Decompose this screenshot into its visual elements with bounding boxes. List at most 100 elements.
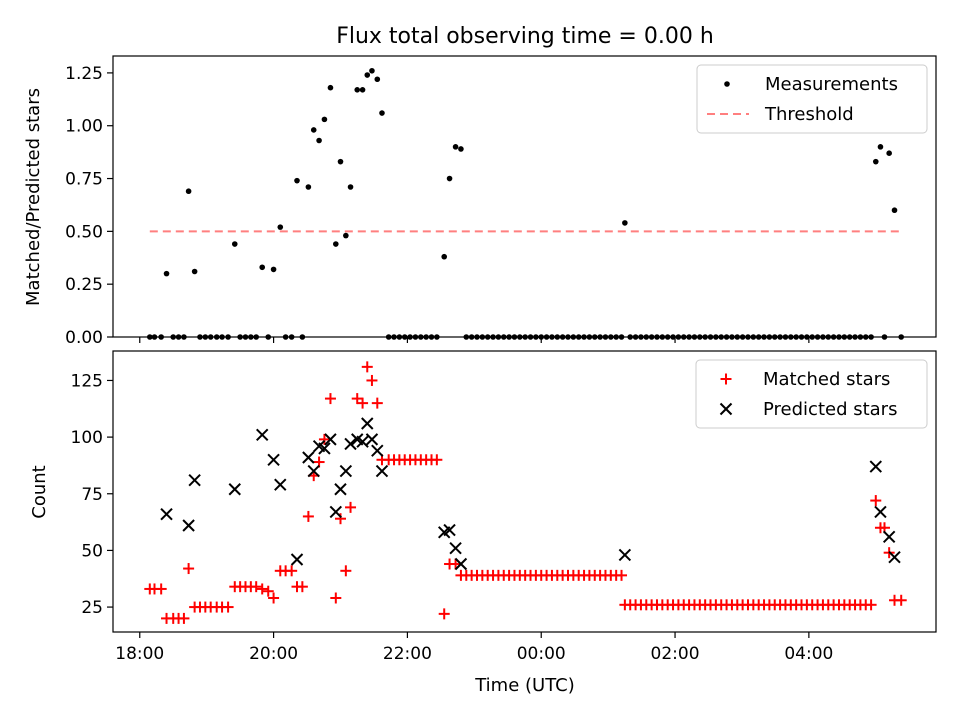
ratio-y-tick-label: 0.00: [65, 328, 103, 348]
measurement-point: [877, 144, 884, 150]
legend-predicted-cross: [719, 402, 733, 416]
measurement-point: [343, 232, 349, 239]
predicted-star-point: [228, 483, 241, 496]
predicted-star-point: [361, 417, 374, 430]
legend-matched-label: Matched stars: [763, 369, 890, 390]
predicted-star-point: [443, 523, 456, 537]
ratio-y-axis: 0.00 0.25 0.50 0.75 1.00 1.25: [65, 64, 113, 348]
matched-star-point: [178, 612, 190, 624]
measurement-point: [310, 127, 317, 133]
matched-star-point: [330, 592, 342, 604]
matched-star-point: [450, 558, 462, 570]
ratio-y-tick-label: 1.25: [65, 64, 103, 84]
measurement-point: [354, 87, 361, 93]
matched-star-point: [155, 583, 167, 595]
measurement-point: [458, 146, 464, 152]
measurement-point: [231, 241, 238, 247]
count-x-tick-label: 20:00: [249, 644, 298, 664]
measurement-point: [185, 188, 192, 195]
predicted-star-point: [182, 519, 195, 532]
measurement-point: [452, 144, 459, 150]
matched-star-point: [371, 397, 383, 409]
ratio-legend-box: [696, 64, 928, 134]
measurement-point: [277, 224, 284, 230]
legend-predicted-label: Predicted stars: [763, 399, 897, 420]
count-plot-frame: [112, 350, 937, 633]
measurement-point: [891, 207, 898, 214]
matched-star-points: [144, 361, 907, 624]
legend-measurements-label: Measurements: [765, 74, 898, 95]
predicted-star-point: [267, 453, 280, 466]
matched-star-point: [438, 608, 450, 620]
matched-star-point: [324, 393, 336, 405]
measurement-point: [191, 268, 198, 275]
predicted-star-point: [324, 433, 337, 446]
measurement-point: [347, 184, 354, 190]
matched-star-point: [334, 513, 346, 525]
matched-star-point: [345, 501, 357, 513]
ratio-y-tick-label: 0.75: [65, 170, 103, 190]
measurement-point: [886, 150, 892, 156]
ratio-y-tick-label: 0.25: [65, 275, 103, 295]
matched-star-point: [222, 601, 234, 613]
measurement-point: [337, 158, 344, 165]
matched-star-point: [357, 397, 369, 409]
ratio-y-axis-label: Matched/Predicted stars: [23, 88, 44, 306]
legend-matched-plus: [720, 373, 732, 385]
ratio-legend: Measurements Threshold: [696, 64, 928, 134]
measurement-point: [369, 67, 375, 74]
measurement-point: [316, 137, 322, 144]
predicted-star-point: [160, 507, 173, 521]
legend-threshold-label: Threshold: [764, 104, 854, 125]
matched-star-point: [183, 563, 195, 575]
measurement-point: [321, 116, 328, 123]
count-x-axis: 18:00 20:00 22:00 00:00 02:00 04:00: [115, 632, 833, 664]
predicted-star-point: [618, 548, 632, 562]
predicted-star-points: [160, 417, 901, 571]
matched-star-point: [340, 565, 352, 577]
measurement-point: [622, 220, 628, 226]
count-legend: Matched stars Predicted stars: [695, 359, 928, 429]
measurement-point: [872, 158, 879, 165]
matched-star-point: [431, 454, 443, 466]
predicted-star-point: [356, 435, 369, 448]
count-y-axis-label: Count: [29, 465, 50, 518]
predicted-star-point: [375, 464, 389, 478]
measurement-point: [327, 84, 334, 91]
count-y-tick-label: 75: [81, 485, 103, 505]
count-x-axis-label: Time (UTC): [474, 675, 575, 696]
measurement-point: [374, 76, 381, 83]
count-panel: 25 50 75 100 125 18:00 20:00 22:00 00:00 02:00 04…: [29, 350, 937, 696]
count-y-axis: 25 50 75 100 125: [71, 371, 113, 618]
count-x-tick-label: 22:00: [383, 644, 432, 664]
measurement-point: [163, 270, 170, 277]
matched-star-point: [361, 361, 373, 373]
predicted-star-point: [318, 442, 331, 455]
matched-star-point: [250, 581, 262, 593]
count-x-tick-label: 02:00: [651, 644, 700, 664]
predicted-star-point: [874, 505, 887, 519]
measurement-point: [379, 110, 385, 116]
matched-star-point: [870, 495, 882, 507]
measurement-point: [294, 177, 300, 184]
ratio-y-tick-label: 0.50: [65, 222, 103, 242]
matched-star-point: [256, 583, 268, 595]
predicted-star-point: [344, 437, 357, 451]
predicted-star-point: [449, 541, 462, 555]
matched-star-point: [268, 592, 280, 604]
predicted-star-point: [339, 464, 353, 478]
measurement-point: [446, 175, 453, 182]
ratio-plot-frame: [112, 55, 937, 338]
matched-star-point: [302, 510, 314, 522]
measurement-point: [305, 184, 312, 190]
matched-star-point: [865, 599, 877, 611]
count-y-tick-label: 100: [71, 428, 103, 448]
predicted-star-point: [290, 553, 304, 566]
predicted-star-point: [302, 451, 315, 464]
count-y-tick-label: 25: [81, 598, 103, 618]
predicted-star-point: [365, 433, 379, 446]
measurement-point: [259, 264, 266, 271]
legend-predicted-marker: [719, 402, 733, 416]
matched-star-point: [366, 374, 378, 386]
